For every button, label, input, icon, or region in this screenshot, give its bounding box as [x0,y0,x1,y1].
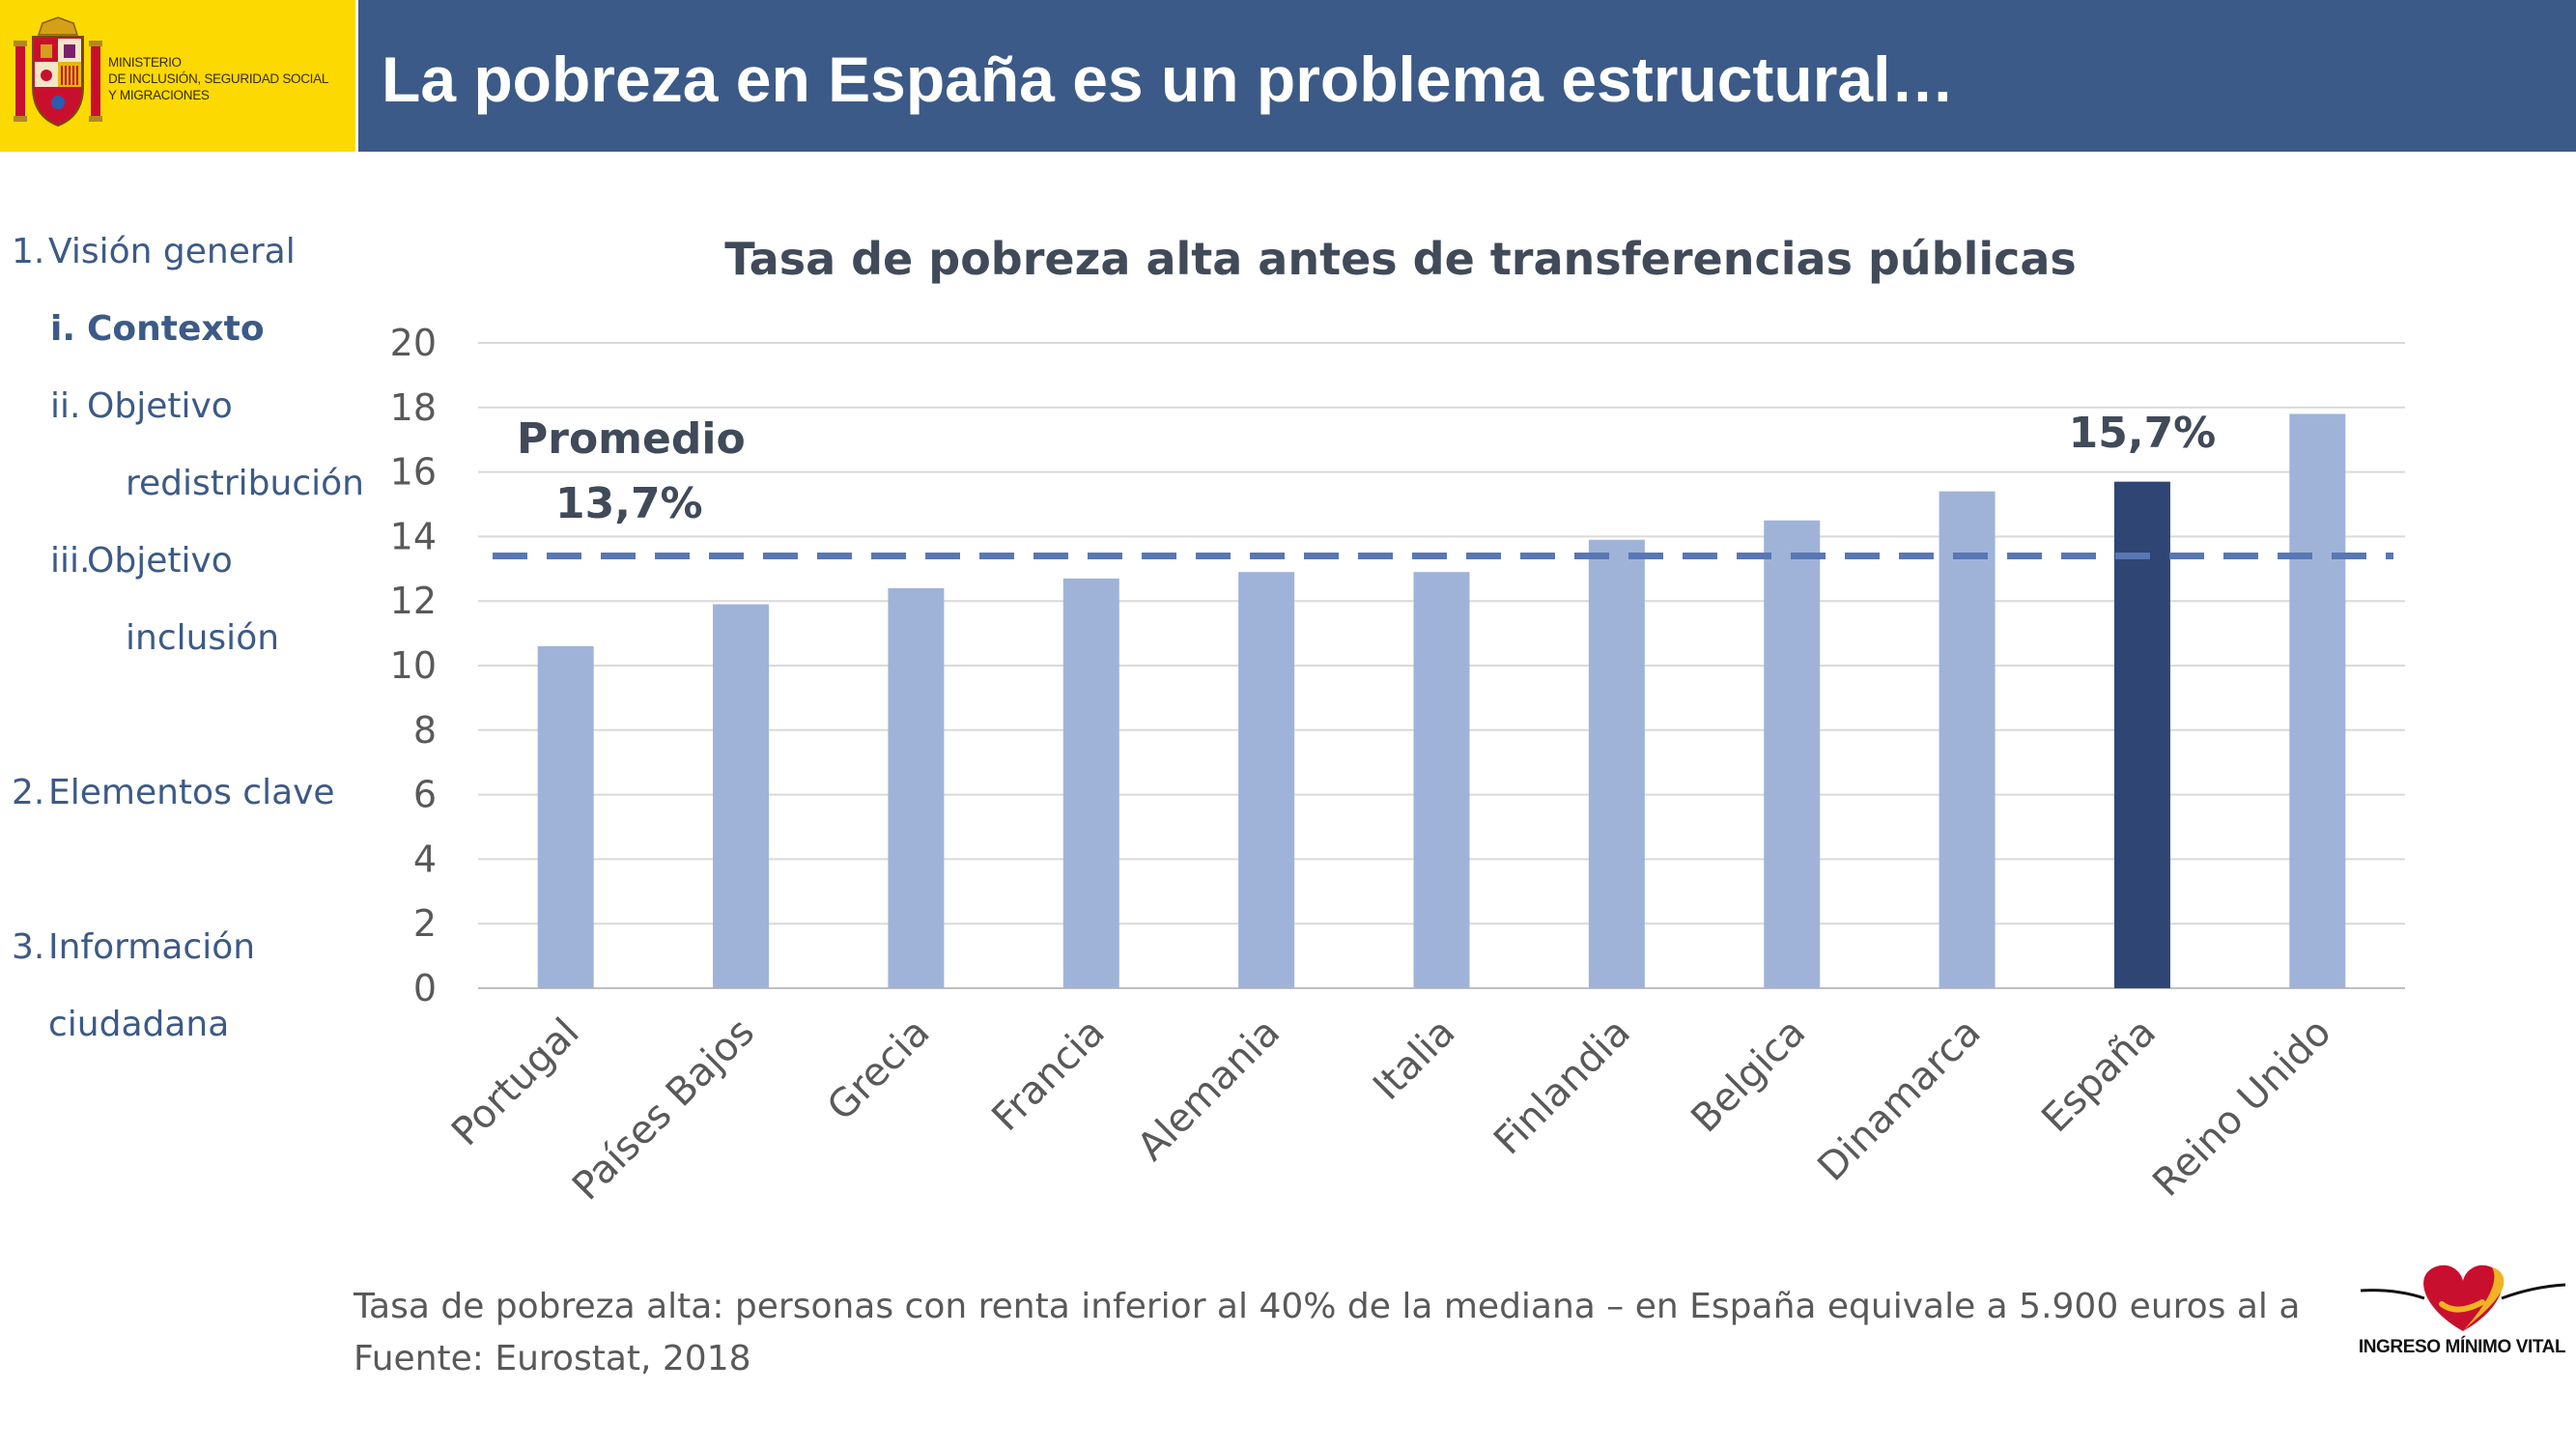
footnote-definition: Tasa de pobreza alta: personas con renta… [354,1287,2301,1326]
bar-reino-unido [2289,413,2346,989]
y-tick-label: 16 [390,451,437,494]
y-tick-label: 18 [390,386,437,429]
nav-subitem-objetivo-inclusion[interactable]: iii. Objetivo inclusión [50,539,279,658]
bar-belgica [1764,520,1821,988]
nav-subitem-number: i. [50,309,76,349]
x-tick-label: Portugal [443,1010,588,1155]
nav-subitem-label: Contexto [87,309,265,349]
bar-portugal [537,645,594,988]
x-tick-label: Países Bajos [564,1010,763,1209]
nav-item-label-line2: ciudadana [48,1005,230,1044]
nav-subitem-label: Objetivo [87,386,233,426]
nav-subitem-number: iii. [50,541,91,581]
bar-italia [1413,572,1470,988]
x-tick-label: Reino Unido [2144,1010,2339,1206]
average-label: Promedio [517,414,746,464]
x-tick-label: Alemania [1129,1010,1288,1170]
nav-subitem-label-line2: redistribución [126,464,364,503]
y-tick-label: 2 [413,902,437,945]
coat-of-arms-icon [14,16,102,128]
nav-item-elementos-clave[interactable]: 2. Elementos clave [12,771,335,815]
bar-países-bajos [713,604,770,988]
chart-title: Tasa de pobreza alta antes de transferen… [724,233,2077,285]
average-value-label: 13,7% [555,479,703,528]
y-tick-label: 6 [413,774,437,816]
ministry-line-3: Y MIGRACIONES [108,88,210,102]
x-tick-label: Francia [983,1010,1113,1140]
y-tick-label: 0 [413,967,437,1009]
nav-item-vision-general[interactable]: 1. Visión general [12,230,296,274]
bar-finlandia [1588,539,1645,988]
imv-logo-icon [2360,1264,2566,1331]
nav-item-label: Elementos clave [48,773,335,812]
x-tick-label: Italia [1365,1010,1463,1109]
nav-subitem-label: Objetivo [87,541,233,581]
footnote-source: Fuente: Eurostat, 2018 [354,1339,751,1378]
x-tick-label: Belgica [1683,1010,1814,1142]
x-tick-label: España [2033,1010,2165,1142]
y-tick-label: 8 [413,709,437,752]
footnote: Tasa de pobreza alta: personas con renta… [354,1281,2300,1385]
y-tick-label: 14 [390,515,437,557]
title-bar: La pobreza en España es un problema estr… [355,0,2576,152]
bar-alemania [1238,572,1295,988]
chart-bars [537,413,2346,989]
bar-grecia [888,587,945,988]
x-tick-label: Finlandia [1486,1010,1639,1164]
imv-label: INGRESO MÍNIMO VITAL [2358,1337,2566,1357]
ministry-logo: MINISTERIO DE INCLUSIÓN, SEGURIDAD SOCIA… [0,0,355,152]
nav-item-informacion-ciudadana[interactable]: 3. Información ciudadana [12,925,255,1044]
ministry-line-1: MINISTERIO [108,55,182,70]
chart-annotations: Promedio 13,7% 15,7% [517,409,2216,528]
bar-francia [1062,578,1119,988]
x-tick-label: Dinamarca [1809,1010,1989,1190]
bar-dinamarca [1939,491,1996,988]
page-title: La pobreza en España es un problema estr… [382,43,1955,115]
ministry-line-2: DE INCLUSIÓN, SEGURIDAD SOCIAL [108,71,329,86]
ministry-name: MINISTERIO DE INCLUSIÓN, SEGURIDAD SOCIA… [108,54,352,103]
bar-españa [2113,481,2170,988]
y-tick-label: 20 [390,322,437,364]
spain-value-label: 15,7% [2069,409,2217,458]
nav-subitem-objetivo-redistribucion[interactable]: ii. Objetivo redistribución [50,384,364,503]
nav-item-label: Información [48,927,256,967]
nav-subitem-number: ii. [50,386,81,426]
nav-item-label: Visión general [48,232,296,271]
nav-item-number: 2. [12,773,45,812]
y-tick-label: 12 [390,580,437,622]
nav-item-number: 1. [12,232,45,271]
x-tick-label: Grecia [819,1010,939,1130]
y-tick-label: 4 [413,838,437,880]
nav-item-number: 3. [12,927,45,967]
y-axis-ticks: 0 2 4 6 8 10 12 14 16 18 20 [390,322,437,1009]
y-tick-label: 10 [390,644,437,687]
nav-subitem-label-line2: inclusión [126,618,280,658]
nav-subitem-contexto[interactable]: i. Contexto [50,307,265,352]
